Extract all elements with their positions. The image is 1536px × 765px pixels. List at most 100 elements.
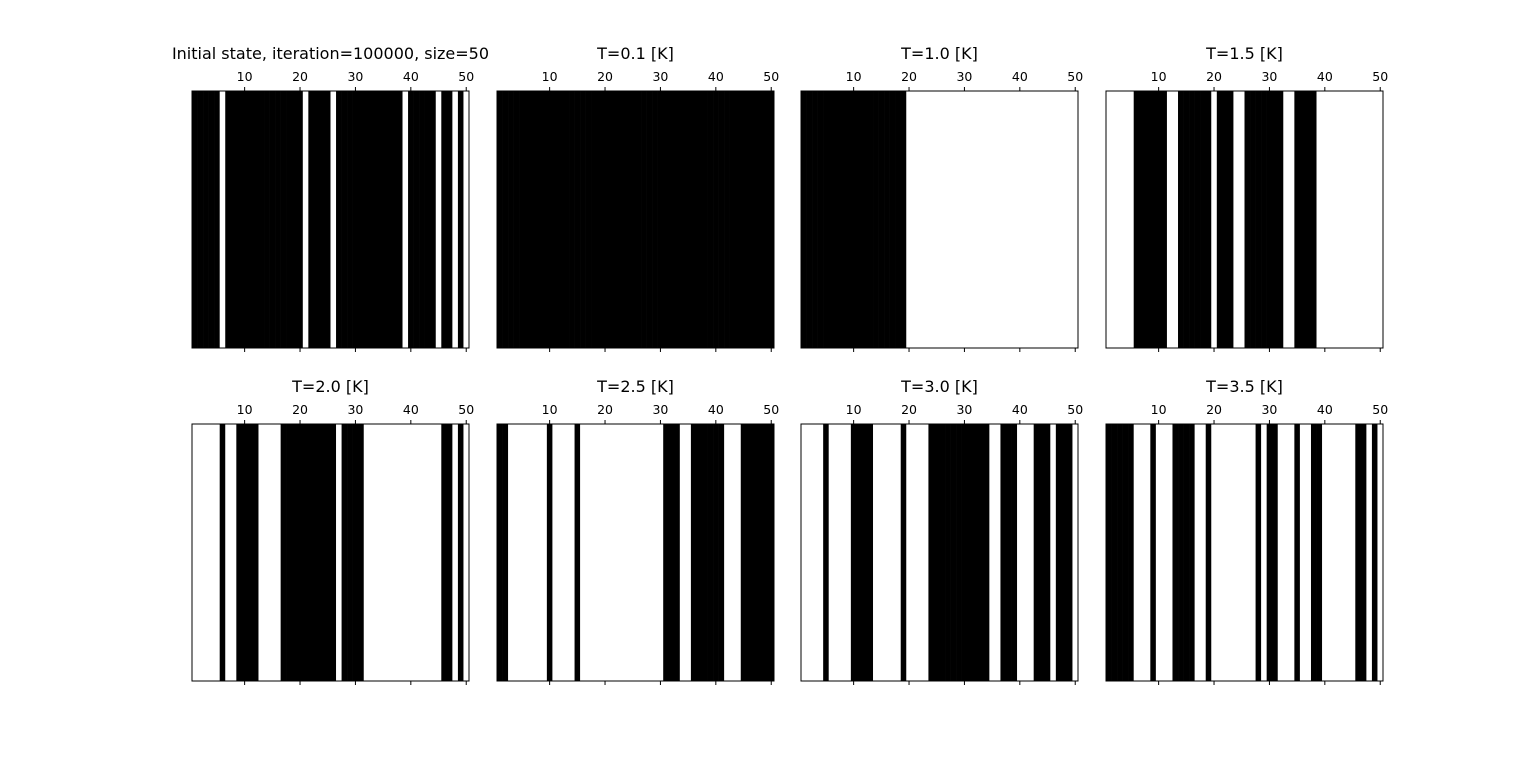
spin-cell xyxy=(1288,424,1295,681)
spin-cell xyxy=(1128,91,1134,348)
spin-cell xyxy=(347,91,353,348)
x-tick-label: 50 xyxy=(1372,402,1388,417)
spin-cell xyxy=(989,91,996,348)
x-tick-label: 10 xyxy=(542,69,558,84)
x-tick-label: 50 xyxy=(1067,402,1083,417)
x-tick-label: 40 xyxy=(403,402,419,417)
spin-cell xyxy=(751,91,758,348)
spin-cell xyxy=(845,424,852,681)
spin-cell xyxy=(823,424,829,681)
spin-cell xyxy=(1189,91,1195,348)
spin-cell xyxy=(1355,91,1362,348)
spin-cell xyxy=(502,91,509,348)
spin-cell xyxy=(330,91,337,348)
spin-cell xyxy=(967,424,974,681)
x-tick-label: 50 xyxy=(763,69,779,84)
spin-cell xyxy=(679,91,686,348)
spin-cell xyxy=(319,424,326,681)
spin-cell xyxy=(1244,424,1251,681)
panel-title: T=3.0 [K] xyxy=(900,377,978,396)
x-tick-label: 40 xyxy=(1012,402,1028,417)
spin-cell xyxy=(1238,91,1245,348)
spin-cell xyxy=(657,424,664,681)
spin-cell xyxy=(878,91,885,348)
spin-cell xyxy=(713,91,719,348)
spin-cell xyxy=(1310,91,1317,348)
spin-cell xyxy=(1072,424,1079,681)
spin-cell xyxy=(928,91,935,348)
spin-cell xyxy=(746,424,753,681)
x-tick-label: 10 xyxy=(846,69,862,84)
spin-cell xyxy=(1305,91,1312,348)
spin-cell xyxy=(208,91,215,348)
spin-cell xyxy=(762,424,769,681)
spin-cell xyxy=(607,424,614,681)
spin-cell xyxy=(674,91,681,348)
spin-cell xyxy=(302,91,309,348)
x-tick-label: 20 xyxy=(1206,69,1222,84)
spin-cell xyxy=(1033,424,1040,681)
spin-cell xyxy=(1283,91,1290,348)
spin-cell xyxy=(1255,424,1262,681)
spin-cell xyxy=(574,91,581,348)
spin-cell xyxy=(457,424,464,681)
spin-cell xyxy=(203,424,209,681)
spin-cell xyxy=(1189,424,1195,681)
spin-cell xyxy=(961,424,968,681)
spin-cell xyxy=(352,91,359,348)
axes-frame xyxy=(1105,90,1384,349)
spin-cell xyxy=(1055,91,1062,348)
spin-cell xyxy=(546,424,553,681)
x-tick-label: 40 xyxy=(403,69,419,84)
spin-cell xyxy=(513,424,520,681)
spin-cell xyxy=(1261,91,1267,348)
spin-cell xyxy=(856,91,863,348)
spin-cell xyxy=(430,424,437,681)
spin-cell xyxy=(657,91,664,348)
spin-cell xyxy=(917,91,924,348)
spin-cell xyxy=(563,91,570,348)
spin-cell xyxy=(396,424,403,681)
spin-cell xyxy=(629,424,636,681)
spin-cell xyxy=(286,91,293,348)
spin-cell xyxy=(1117,424,1123,681)
spin-cell xyxy=(685,424,692,681)
spin-cell xyxy=(1150,424,1157,681)
spin-cell xyxy=(1322,424,1328,681)
spin-cell xyxy=(313,424,320,681)
spin-cell xyxy=(1299,91,1306,348)
spin-cell xyxy=(396,91,403,348)
spin-cell xyxy=(663,91,670,348)
x-tick-label: 50 xyxy=(1067,69,1083,84)
x-tick-label: 30 xyxy=(1261,69,1277,84)
spin-cell xyxy=(1205,424,1212,681)
spin-cell xyxy=(457,91,464,348)
spin-cell xyxy=(297,424,304,681)
spin-cell xyxy=(219,91,226,348)
spin-cell xyxy=(1033,91,1040,348)
spin-cell xyxy=(922,91,929,348)
panel-5: 10 20 30 40 50 T=2.0 [K] xyxy=(191,377,474,685)
spin-cell xyxy=(275,91,281,348)
spin-cell xyxy=(817,424,824,681)
spin-cell xyxy=(1288,91,1295,348)
spin-cell xyxy=(236,424,243,681)
spin-cell xyxy=(895,91,902,348)
x-tick-label: 10 xyxy=(237,402,253,417)
spin-cell xyxy=(219,424,226,681)
spin-cell xyxy=(635,424,642,681)
spin-cell xyxy=(867,424,874,681)
spin-cell xyxy=(1216,424,1223,681)
spin-cell xyxy=(419,91,425,348)
spin-cell xyxy=(1106,424,1112,681)
spin-cell xyxy=(768,424,775,681)
spin-cell xyxy=(690,91,697,348)
spin-cell xyxy=(945,424,951,681)
spin-cell xyxy=(845,91,852,348)
x-tick-label: 10 xyxy=(542,402,558,417)
spin-cell xyxy=(735,424,742,681)
spin-cell xyxy=(435,91,442,348)
spin-cell xyxy=(1222,91,1229,348)
x-tick-label: 30 xyxy=(1261,402,1277,417)
